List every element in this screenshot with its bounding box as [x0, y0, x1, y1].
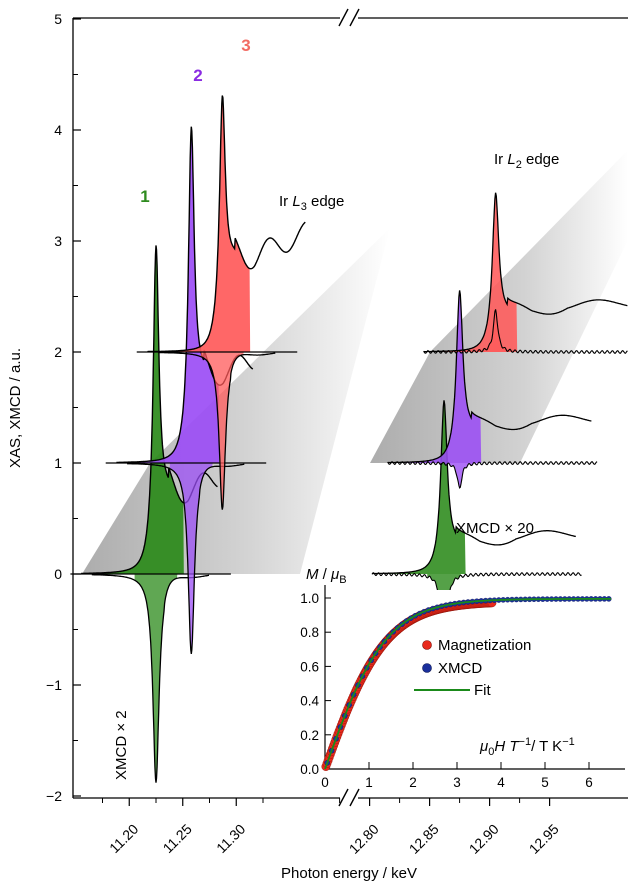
inset-x-tick-label: 2	[409, 775, 417, 790]
x-ticks: 11.20 11.25 11.30 12.80 12.85 12.90 12.95	[102, 798, 562, 857]
axis-break-bottom	[338, 788, 360, 807]
inset-x-tick-label: 3	[453, 775, 461, 790]
edge-label-l2: Ir L2 edge	[494, 151, 559, 171]
inset-y-tick-label: 0.8	[300, 625, 319, 640]
xmcd-l3-fill-2	[169, 463, 213, 654]
xas-l3-fill-2	[116, 126, 220, 463]
xmcd-l2-line-1	[371, 572, 582, 680]
y-tick-label: 5	[54, 11, 62, 27]
legend-label-magnetization: Magnetization	[438, 637, 531, 654]
xas-l2-line-2	[387, 290, 592, 464]
scale-label-xmcd-x20: XMCD × 20	[456, 520, 534, 537]
x-tick-label: 11.20	[106, 821, 142, 857]
x-tick-label: 12.80	[346, 821, 382, 857]
inset-x-tick-label: 5	[541, 775, 549, 790]
series-label-3: 3	[241, 36, 250, 55]
axis-break-top	[338, 8, 360, 27]
inset-y-tick-label: 1.0	[300, 591, 319, 606]
x-tick-label: 12.85	[406, 821, 442, 857]
y-axis-title: XAS, XMCD / a.u.	[7, 348, 24, 468]
y-tick-label: 1	[54, 455, 62, 471]
xmcd-l3-fill-3	[200, 352, 244, 510]
inset-x-tick-label: 4	[497, 775, 505, 790]
y-tick-label: −1	[46, 677, 62, 693]
y-tick-label: −2	[46, 788, 62, 804]
xas-l3-fill-3	[147, 95, 251, 352]
y-ticks: 5 4 3 2 1 0 −1 −2	[46, 11, 81, 804]
xas-l2-line-1	[372, 400, 576, 575]
inset-legend: Magnetization XMCD Fit	[414, 637, 531, 699]
xmcd-l2-line-2	[387, 461, 598, 489]
series-label-2: 2	[193, 66, 202, 85]
y-tick-label: 4	[54, 122, 62, 138]
inset-ticks: 0 1 2 3 4 5 6 0.0 0.2 0.4 0.6 0.8 1.0	[300, 591, 593, 790]
y-tick-label: 0	[54, 566, 62, 582]
inset-y-tick-label: 0.0	[300, 762, 319, 777]
y-tick-label: 3	[54, 233, 62, 249]
xas-l2-line-3	[423, 192, 628, 353]
inset-title: M / μB	[306, 566, 347, 586]
inset-data	[321, 596, 612, 771]
x-axis-title: Photon energy / keV	[281, 865, 417, 881]
legend-label-xmcd: XMCD	[438, 660, 482, 677]
series-label-1: 1	[140, 187, 149, 206]
xmcd-l2-fill-3	[478, 309, 513, 353]
inset-x-axis-title: μ0H T−1/ T K−1	[479, 736, 575, 758]
inset-x-tick-label: 0	[321, 775, 329, 790]
xmcd-l2-fill-2	[442, 462, 477, 488]
scale-label-xmcd-x2: XMCD × 2	[113, 710, 130, 780]
spectra-group	[70, 95, 628, 783]
xas-l3-line-3	[147, 95, 306, 353]
inset-x-tick-label: 1	[365, 775, 373, 790]
x-tick-label: 12.95	[526, 821, 562, 857]
inset-y-tick-label: 0.4	[300, 694, 319, 709]
inset-magnetization-plot: 0 1 2 3 4 5 6 0.0 0.2 0.4 0.6 0.8 1.0 M / μB μ0H T−1…	[300, 566, 625, 790]
inset-y-tick-label: 0.2	[300, 728, 319, 743]
xmcd-l3-fill-1	[134, 574, 178, 783]
inset-background	[323, 590, 623, 772]
legend-label-fit: Fit	[474, 682, 491, 699]
edge-label-l3: Ir L3 edge	[279, 193, 344, 213]
y-tick-label: 2	[54, 344, 62, 360]
x-tick-label: 11.30	[213, 821, 249, 857]
xmcd-l3-line-3	[158, 351, 276, 510]
legend-marker-xmcd	[422, 663, 432, 673]
xmcd-l2-line-3	[423, 309, 628, 354]
x-tick-label: 11.25	[160, 821, 196, 857]
x-tick-label: 12.90	[466, 821, 502, 857]
fit-line	[324, 598, 611, 770]
inset-x-tick-label: 6	[585, 775, 593, 790]
legend-marker-magnetization	[422, 640, 432, 650]
inset-y-tick-label: 0.6	[300, 659, 319, 674]
